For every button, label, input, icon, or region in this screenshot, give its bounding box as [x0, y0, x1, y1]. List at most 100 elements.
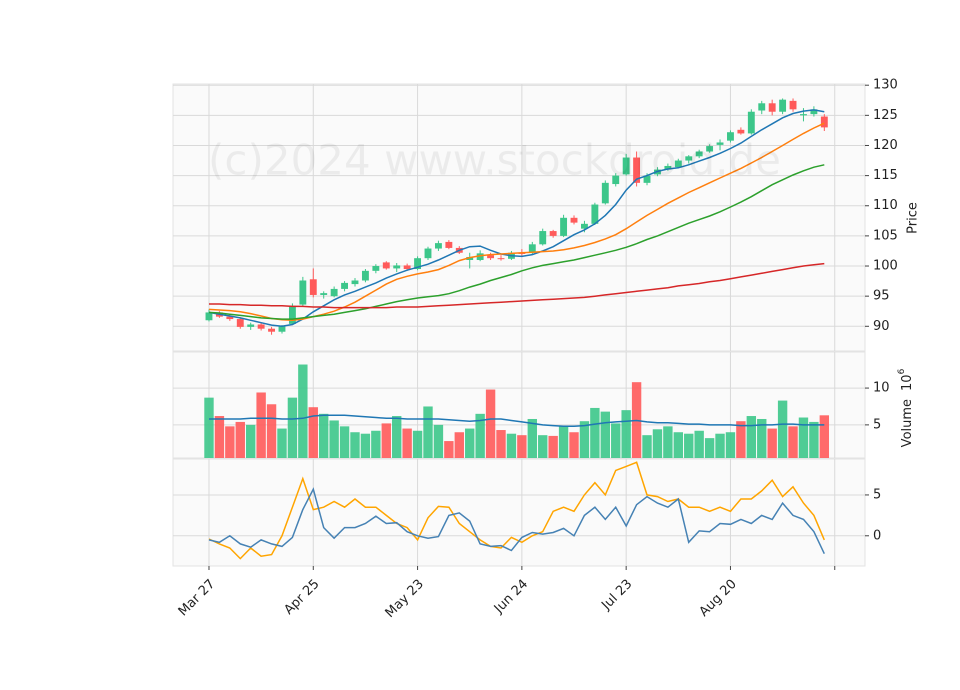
candle-body [800, 114, 807, 116]
volume-bar [360, 433, 371, 458]
candle-body [612, 175, 620, 185]
volume-bar [777, 400, 788, 458]
candle-body [727, 132, 734, 141]
volume-bar [746, 416, 757, 458]
candle-body [768, 103, 776, 112]
candle-body [539, 231, 547, 245]
candle-body [445, 241, 453, 248]
volume-bar [496, 430, 506, 458]
candle-body [288, 305, 296, 324]
series-line [208, 109, 825, 328]
volume-bar [809, 421, 819, 458]
volume-bar [256, 392, 266, 458]
candle-body [560, 217, 568, 236]
volume-bar [715, 433, 725, 458]
candle-body [601, 182, 609, 204]
volume-bar [329, 420, 339, 458]
candle-body [476, 253, 484, 260]
volume-axis-label: Volume 106 [897, 368, 915, 447]
y-tick-label: 130 [873, 78, 898, 93]
y-tick-label: 120 [873, 138, 898, 153]
volume-bar [475, 413, 485, 458]
volume-bar [621, 410, 631, 458]
candle-body [622, 157, 630, 175]
y-tick-label: 105 [873, 228, 898, 243]
volume-bar [798, 417, 809, 458]
candle-body [487, 255, 495, 259]
candle-body [434, 243, 442, 249]
price-axis-label: Price [906, 202, 921, 234]
volume-bar [308, 407, 318, 458]
volume-bar [402, 428, 412, 458]
series-line [208, 164, 825, 320]
volume-bar [538, 435, 548, 458]
volume-bar [652, 429, 663, 458]
y-tick-label: 5 [873, 487, 881, 502]
volume-bar [371, 430, 381, 458]
volume-bar [527, 418, 537, 458]
candle-body [361, 270, 369, 281]
y-tick-label: 110 [873, 198, 898, 213]
y-tick-label: 115 [873, 168, 898, 183]
candle-body [414, 258, 422, 270]
volume-bar [287, 397, 298, 458]
volume-bar [485, 389, 496, 458]
x-tick-label: Apr 25 [281, 577, 322, 618]
volume-label: Volume [900, 399, 915, 447]
candle-body [758, 103, 766, 111]
y-tick-label: 125 [873, 108, 898, 123]
volume-bar [423, 406, 433, 458]
candle-body [382, 262, 390, 269]
candle-body [581, 223, 588, 229]
volume-bar [517, 435, 527, 458]
watermark: (c)2024 www.stockdroid.de [208, 136, 781, 185]
candle-body [789, 100, 797, 110]
candle-body [633, 157, 641, 183]
volume-bar [277, 428, 287, 458]
volume-bar [298, 364, 308, 458]
volume-bar [465, 428, 475, 458]
candle-body [779, 99, 787, 112]
volume-bar [204, 397, 214, 458]
volume-bar [819, 415, 830, 458]
candle-body [810, 109, 818, 115]
volume-bar [350, 432, 360, 458]
candle-body [570, 217, 578, 223]
candle-body [403, 265, 411, 270]
candle-body [591, 204, 599, 224]
candle-body [393, 265, 401, 269]
volume-bar [392, 416, 402, 458]
y-tick-label: 0 [873, 528, 881, 543]
volume-bar [611, 423, 621, 458]
volume-bar [569, 432, 579, 458]
exponent-power: 6 [897, 368, 907, 374]
candle-body [341, 282, 349, 289]
volume-bar [558, 426, 569, 458]
candle-body [236, 319, 244, 327]
volume-bar [214, 416, 225, 458]
x-tick-label: Aug 20 [697, 577, 740, 620]
y-tick-label: 90 [873, 319, 890, 334]
volume-bar [590, 407, 600, 458]
candle-body [268, 328, 276, 332]
panel-background [172, 83, 866, 352]
volume-bar [266, 404, 277, 458]
volume-bar [225, 426, 235, 458]
volume-bar [736, 421, 746, 458]
series-line [208, 461, 825, 560]
candle-body [674, 160, 682, 168]
volume-bar [663, 426, 673, 458]
candle-body [466, 256, 474, 260]
candle-body [205, 312, 213, 321]
candle-body [226, 316, 234, 320]
volume-bar [444, 441, 454, 458]
volume-bar [694, 430, 704, 458]
y-tick-label: 5 [873, 417, 881, 432]
candle-body [528, 244, 536, 253]
x-tick-label: Jul 23 [598, 577, 635, 614]
volume-bar [339, 426, 350, 458]
candle-body [257, 324, 265, 329]
candle-body [820, 116, 828, 128]
candle-body [643, 175, 651, 183]
candle-body [737, 129, 745, 134]
